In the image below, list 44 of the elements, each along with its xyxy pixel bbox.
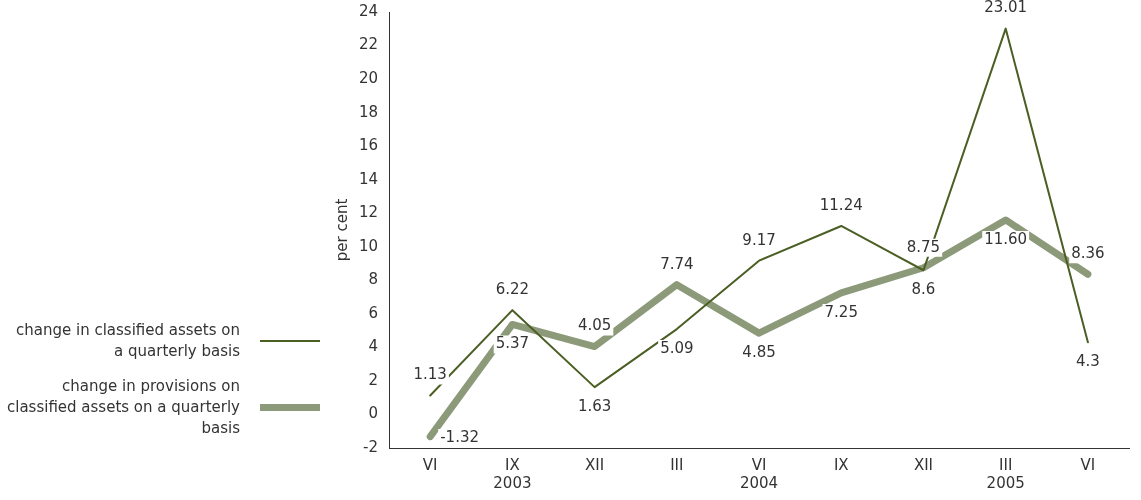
data-label: 1.13 [413, 365, 447, 384]
data-label: 5.37 [495, 334, 530, 353]
x-tick-label: XII [913, 455, 934, 474]
data-label: 4.05 [577, 316, 612, 335]
x-tick-label: VI 2004 [739, 455, 779, 492]
data-label: 11.60 [984, 229, 1028, 248]
data-label: 1.63 [577, 397, 612, 416]
y-tick-label: 8 [368, 270, 379, 289]
y-tick-label: 6 [368, 303, 379, 322]
x-tick-label: III [670, 455, 684, 474]
y-tick-label: -2 [363, 437, 379, 456]
y-tick-label: 0 [368, 404, 379, 423]
data-label: 4.3 [1075, 352, 1100, 371]
data-label: 8.6 [911, 280, 936, 299]
y-tick-label: 16 [358, 136, 379, 155]
data-label: 8.36 [1071, 244, 1105, 263]
data-label: 11.24 [819, 195, 863, 214]
data-label: 23.01 [984, 0, 1028, 17]
data-label: 7.74 [660, 254, 694, 273]
data-label: -1.32 [440, 427, 479, 446]
y-tick-label: 22 [358, 35, 379, 54]
legend-label: change in classified assets on a quarterly basis [15, 320, 240, 362]
y-tick-label: 12 [358, 203, 379, 222]
data-label: 6.22 [495, 280, 530, 299]
data-label: 8.75 [906, 237, 941, 256]
y-tick-label: 24 [358, 1, 379, 20]
y-axis-title: per cent [332, 198, 351, 262]
x-tick-label: VI [422, 455, 438, 474]
x-tick-label: XII [585, 455, 605, 474]
y-tick-label: 4 [368, 337, 379, 356]
y-tick-label: 20 [358, 68, 379, 87]
x-tick-label: IX [833, 455, 849, 474]
y-tick-label: 14 [358, 169, 379, 188]
data-label: 4.85 [742, 343, 776, 362]
legend-label: change in provisions on classified assets on a quarterly basis [6, 376, 240, 439]
data-label: 9.17 [742, 230, 776, 249]
y-tick-label: 18 [358, 102, 379, 121]
data-label: 7.25 [824, 302, 858, 321]
y-tick-label: 10 [358, 236, 379, 255]
x-tick-label: IX 2003 [493, 455, 532, 492]
x-tick-label: VI [1080, 455, 1096, 474]
x-tick-label: III 2005 [986, 455, 1025, 492]
data-label: 5.09 [660, 339, 694, 357]
y-tick-label: 2 [368, 370, 379, 389]
